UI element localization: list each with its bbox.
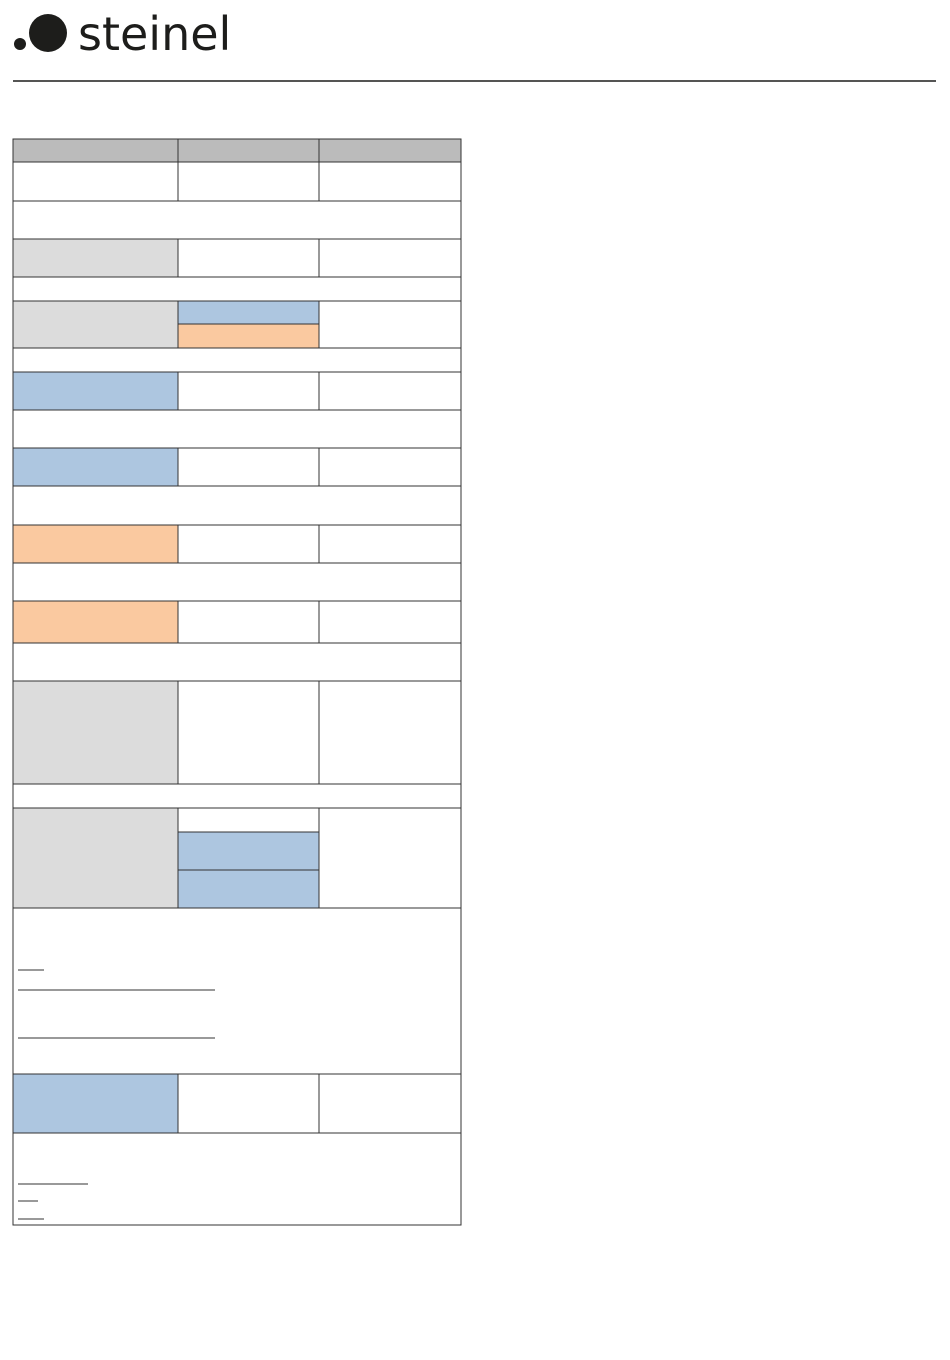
table-cell [12,1073,179,1134]
logo-dot-large [29,14,67,52]
table-cell [12,783,462,809]
table-cell [318,138,462,163]
table-cell [318,238,462,278]
table-cell [177,371,320,411]
table-cell [12,300,179,349]
table-cell [318,600,462,644]
table-cell [177,1073,320,1134]
table-cell [177,447,320,487]
logo-text: steinel [78,7,231,61]
table-cell [318,371,462,411]
table-cell [177,138,320,163]
table-cell [12,347,462,373]
table-cell [12,276,462,302]
table-cell [12,524,179,564]
table-cell [177,831,320,871]
table-cell [12,485,462,526]
table-cell [318,447,462,487]
table-cell [12,1132,462,1226]
table-cell [318,161,462,202]
table-cell [177,323,320,349]
table-cell [177,300,320,325]
table-cell [12,600,179,644]
table-cell [318,680,462,785]
table-cell [12,907,462,1075]
table-cell [318,807,462,909]
table-cell [177,238,320,278]
table-cell [12,447,179,487]
table-cell [318,1073,462,1134]
logo-dot-small [14,38,26,50]
table-cell [12,200,462,240]
table-cell [177,869,320,909]
table-cell [318,524,462,564]
table-cell [177,600,320,644]
table-cell [12,562,462,602]
table-cell [12,138,179,163]
table-cell [12,371,179,411]
table-cell [12,161,179,202]
table-cell [12,807,179,909]
table-cell [177,161,320,202]
table-cell [318,300,462,349]
table-cell [177,807,320,833]
table-cell [177,524,320,564]
table-cell [12,238,179,278]
table-cell [12,642,462,682]
table [12,138,462,1226]
table-cell [177,680,320,785]
table-cell [12,680,179,785]
table-cell [12,409,462,449]
